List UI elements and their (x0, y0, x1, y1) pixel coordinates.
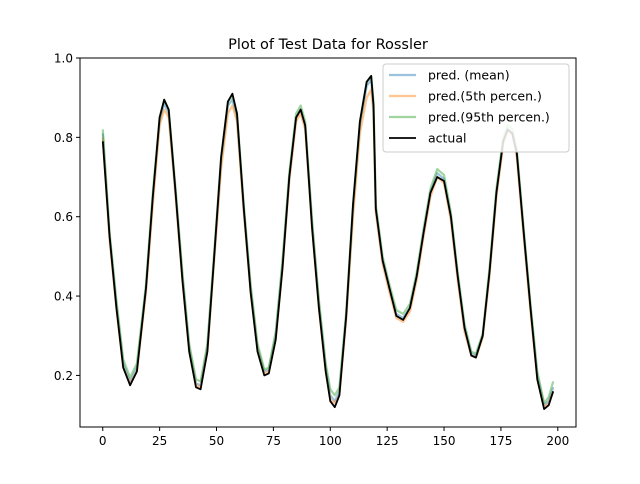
legend-label: pred.(95th percen.) (428, 110, 550, 125)
y-tick-label: 0.2 (54, 369, 73, 383)
x-tick-label: 200 (546, 434, 569, 448)
y-tick-label: 0.8 (54, 131, 73, 145)
x-tick-label: 0 (99, 434, 107, 448)
legend: pred. (mean) pred.(5th percen.) pred.(95th… (382, 63, 570, 153)
series-layer (101, 74, 555, 410)
series-line-actual (101, 75, 555, 410)
x-tick-label: 125 (376, 434, 399, 448)
legend-label: pred. (mean) (428, 68, 510, 83)
legend-label: actual (428, 131, 467, 146)
x-tick-label: 25 (152, 434, 167, 448)
legend-box (382, 63, 570, 153)
x-tick-label: 150 (433, 434, 456, 448)
y-tick-label: 0.4 (54, 290, 73, 304)
legend-label: pred.(5th percen.) (428, 89, 542, 104)
x-tick-label: 175 (489, 434, 512, 448)
axes-frame (79, 57, 577, 428)
x-tick-label: 75 (266, 434, 281, 448)
y-tick-label: 1.0 (54, 52, 73, 66)
x-tick-label: 100 (319, 434, 342, 448)
chart-title: Plot of Test Data for Rossler (228, 37, 428, 53)
axes-layer: 0 25 50 75 100 125 150 175 200 0.2 0.4 0.6 0.8 1.0 (54, 52, 577, 448)
y-tick-label: 0.6 (54, 210, 73, 224)
x-tick-label: 50 (209, 434, 224, 448)
